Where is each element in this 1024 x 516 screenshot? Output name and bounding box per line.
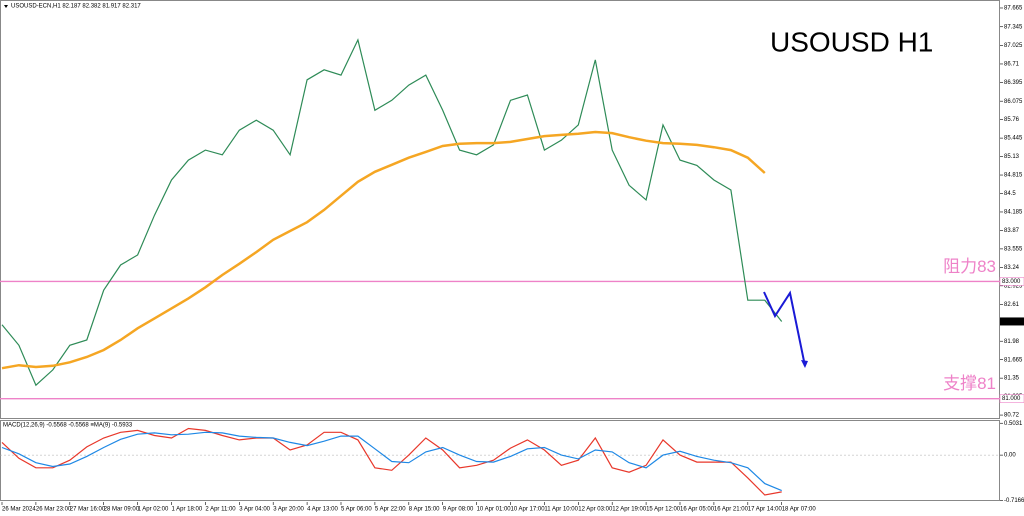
y-tick-label: 80.72	[1004, 413, 1020, 419]
forecast-arrow	[763, 290, 806, 367]
x-tick-label: 1 Apr 18:00	[172, 507, 203, 513]
x-tick-label: 10 Apr 01:00	[477, 507, 512, 513]
level-annotation: 支撑81	[943, 374, 996, 393]
y-tick-label: 85.76	[1004, 117, 1020, 123]
price-panel-frame	[0, 0, 1000, 419]
level-tag	[999, 394, 1024, 403]
x-tick-label: 27 Mar 16:00	[70, 507, 106, 513]
x-tick-label: 17 Apr 14:00	[748, 507, 783, 513]
x-tick-label: 15 Apr 12:00	[646, 507, 681, 513]
y-tick-label: 86.71	[1004, 62, 1020, 68]
macd-header: MACD(12,26,9) -0.5568 -0.5568 ≡MA(9) -0.…	[3, 423, 133, 429]
price-header: USOUSD-ECN,H1 82.187 82.382 81.917 82.31…	[11, 4, 141, 10]
y-tick-label: 83.555	[1004, 246, 1023, 252]
x-tick-label: 1 Apr 02:00	[138, 507, 169, 513]
x-tick-label: 11 Apr 10:00	[544, 507, 578, 513]
level-tag-label: 81.000	[1002, 396, 1021, 402]
x-tick-label: 28 Mar 09:00	[104, 507, 140, 513]
series-line	[1, 130, 766, 370]
y-tick-label: 82.925	[1004, 283, 1023, 289]
y-tick-label: 85.445	[1004, 136, 1023, 142]
forecast-arrow-head	[801, 360, 808, 368]
series-line	[1, 427, 782, 496]
y-tick-label: 83.24	[1004, 265, 1020, 271]
x-tick-label: 26 Mar 23:00	[36, 507, 72, 513]
y-tick-label: 84.815	[1004, 173, 1023, 179]
x-tick-label: 12 Apr 03:00	[578, 507, 613, 513]
x-tick-label: 16 Apr 21:00	[714, 507, 749, 513]
y-tick-label: 81.665	[1004, 357, 1023, 363]
series-line	[1, 431, 782, 492]
y-tick-label: 81.98	[1004, 339, 1020, 345]
last-price-label: 82.317	[1002, 319, 1021, 325]
x-tick-label: 2 Apr 11:00	[205, 507, 236, 513]
y-tick-label: 87.345	[1004, 24, 1023, 30]
x-tick-label: 18 Apr 07:00	[782, 507, 817, 513]
macd-panel-frame	[0, 420, 1000, 501]
y-tick-label: 87.665	[1004, 6, 1023, 12]
chart-title: USOUSD H1	[770, 26, 933, 57]
x-tick-label: 16 Apr 05:00	[680, 507, 715, 513]
x-tick-label: 8 Apr 15:00	[409, 507, 440, 513]
y-tick-label: 85.13	[1004, 154, 1020, 160]
y-tick-label: 86.395	[1004, 80, 1023, 86]
menu-arrow	[4, 5, 8, 8]
x-tick-label: 10 Apr 17:00	[511, 507, 546, 513]
x-tick-label: 26 Mar 2024	[2, 507, 36, 513]
y-tick-label: 0.5031	[1004, 421, 1023, 427]
level-tag-label: 83.000	[1002, 279, 1021, 285]
series-line	[1, 38, 783, 387]
y-tick-label: 87.025	[1004, 43, 1023, 49]
y-tick-label: 81.35	[1004, 376, 1020, 382]
y-tick-label: 83.87	[1004, 228, 1020, 234]
y-tick-label: 84.5	[1004, 191, 1016, 197]
y-tick-label: 84.185	[1004, 210, 1023, 216]
x-tick-label: 9 Apr 08:00	[443, 507, 474, 513]
x-tick-label: 5 Apr 22:00	[375, 507, 406, 513]
y-tick-label: -0.7166	[1004, 498, 1024, 504]
level-annotation: 阻力83	[943, 257, 996, 276]
last-price-tag	[1000, 317, 1024, 326]
level-tag	[999, 277, 1024, 286]
x-tick-label: 3 Apr 20:00	[273, 507, 304, 513]
x-tick-label: 12 Apr 19:00	[612, 507, 647, 513]
x-tick-label: 4 Apr 13:00	[307, 507, 338, 513]
y-tick-label: 82.61	[1004, 302, 1020, 308]
y-tick-label: 86.075	[1004, 99, 1023, 105]
x-tick-label: 5 Apr 06:00	[341, 507, 372, 513]
x-tick-label: 3 Apr 04:00	[239, 507, 270, 513]
marks: 87.665 87.345 87.025 86.71 86.395 86.075 85.76…	[0, 6, 1024, 513]
y-tick-label: 0.00	[1004, 453, 1016, 459]
